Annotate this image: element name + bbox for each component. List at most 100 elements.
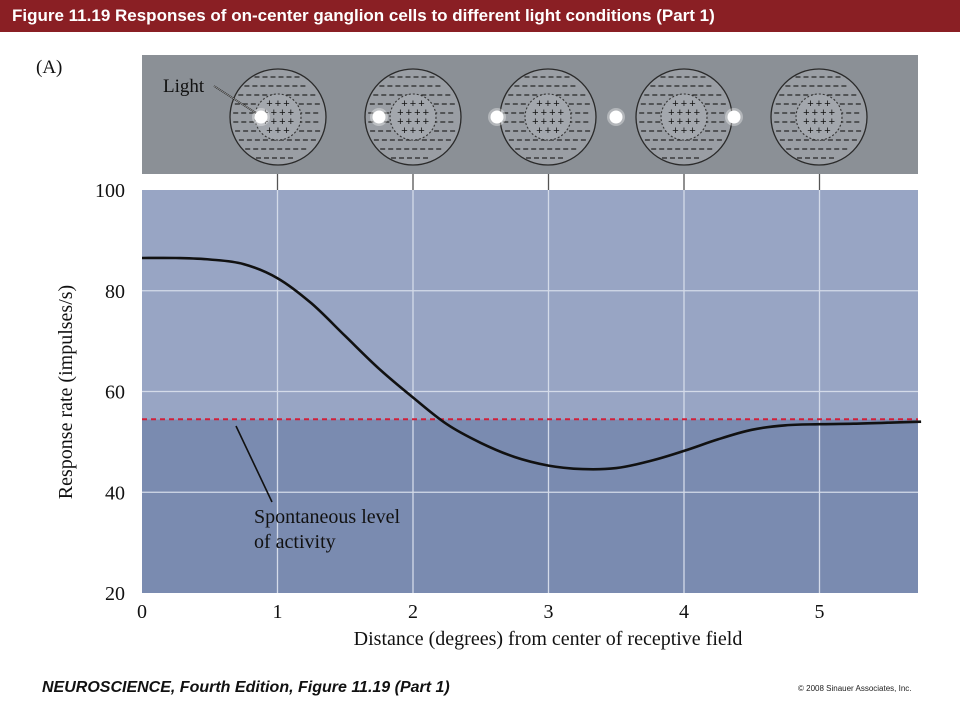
svg-text:+: + xyxy=(288,107,294,119)
svg-text:+: + xyxy=(677,107,683,119)
x-tick-label: 5 xyxy=(815,601,825,623)
svg-text:+: + xyxy=(685,116,691,128)
svg-text:+: + xyxy=(414,116,420,128)
y-tick-label: 100 xyxy=(95,180,125,202)
svg-text:+: + xyxy=(536,98,542,110)
svg-text:+: + xyxy=(672,98,678,110)
light-pointer-line-inner xyxy=(213,85,257,114)
panel-label: (A) xyxy=(36,57,62,78)
light-spot xyxy=(607,108,625,126)
svg-text:+: + xyxy=(397,116,403,128)
svg-text:+: + xyxy=(283,125,289,137)
svg-text:+: + xyxy=(275,125,281,137)
svg-text:+: + xyxy=(549,107,555,119)
receptive-field-cell: ++++++++++++++ xyxy=(770,68,868,166)
svg-text:+: + xyxy=(406,116,412,128)
y-tick-label: 20 xyxy=(105,583,125,605)
svg-text:+: + xyxy=(266,98,272,110)
svg-text:+: + xyxy=(423,116,429,128)
svg-text:+: + xyxy=(266,125,272,137)
svg-text:+: + xyxy=(536,125,542,137)
footer-book-title: NEUROSCIENCE, Fourth Edition, Figure 11.… xyxy=(42,679,450,696)
x-tick-label: 1 xyxy=(273,601,283,623)
svg-text:+: + xyxy=(418,98,424,110)
svg-text:+: + xyxy=(414,107,420,119)
svg-text:+: + xyxy=(262,116,268,128)
x-tick-label: 0 xyxy=(137,601,147,623)
svg-text:+: + xyxy=(553,125,559,137)
y-tick-label: 60 xyxy=(105,382,125,404)
svg-text:+: + xyxy=(541,116,547,128)
svg-text:+: + xyxy=(681,98,687,110)
svg-text:+: + xyxy=(553,98,559,110)
svg-text:+: + xyxy=(406,107,412,119)
svg-text:+: + xyxy=(820,116,826,128)
y-tick-label: 40 xyxy=(105,482,125,504)
svg-text:+: + xyxy=(545,125,551,137)
svg-text:+: + xyxy=(418,125,424,137)
svg-text:+: + xyxy=(275,98,281,110)
plot-region-above-spontaneous xyxy=(142,190,918,420)
svg-text:+: + xyxy=(824,98,830,110)
x-tick-label: 2 xyxy=(408,601,418,623)
receptive-field-cells: + + ++ + ++ + + ++ + ++ + ++ + + ++ + + ++ + ++ + ++ + + ++ + + ++ +… xyxy=(229,68,868,166)
svg-text:+: + xyxy=(271,107,277,119)
svg-text:+: + xyxy=(410,125,416,137)
annotation-line2: of activity xyxy=(254,531,336,553)
svg-text:+: + xyxy=(689,125,695,137)
svg-text:+: + xyxy=(829,116,835,128)
receptive-field-cell: ++++++++++++++ xyxy=(229,68,327,166)
svg-text:+: + xyxy=(410,98,416,110)
svg-text:+: + xyxy=(812,116,818,128)
receptive-field-cell: ++++++++++++++ xyxy=(635,68,733,166)
plot-region-below-spontaneous xyxy=(142,419,918,593)
svg-text:+: + xyxy=(283,98,289,110)
svg-text:+: + xyxy=(689,98,695,110)
svg-text:+: + xyxy=(812,107,818,119)
annotation-pointer-line xyxy=(235,425,273,503)
svg-text:+: + xyxy=(558,116,564,128)
svg-text:+: + xyxy=(545,98,551,110)
svg-text:+: + xyxy=(807,98,813,110)
annotation-line1: Spontaneous level xyxy=(254,506,401,528)
receptive-field-cell: ++++++++++++++ xyxy=(499,68,597,166)
svg-text:+: + xyxy=(677,116,683,128)
svg-text:+: + xyxy=(824,125,830,137)
y-axis-title: Response rate (impulses/s) xyxy=(55,285,77,499)
svg-text:+: + xyxy=(668,116,674,128)
svg-text:+: + xyxy=(694,116,700,128)
svg-text:+: + xyxy=(816,125,822,137)
svg-text:+: + xyxy=(279,116,285,128)
svg-text:+: + xyxy=(541,107,547,119)
x-axis-title: Distance (degrees) from center of recept… xyxy=(354,628,743,650)
svg-text:+: + xyxy=(558,107,564,119)
svg-text:+: + xyxy=(803,116,809,128)
y-tick-label: 80 xyxy=(105,281,125,303)
light-spot xyxy=(725,108,743,126)
light-spot xyxy=(252,108,270,126)
svg-text:+: + xyxy=(803,107,809,119)
svg-text:+: + xyxy=(807,125,813,137)
svg-text:+: + xyxy=(685,107,691,119)
svg-text:+: + xyxy=(549,116,555,128)
svg-text:+: + xyxy=(820,107,826,119)
svg-text:+: + xyxy=(672,125,678,137)
figure: (A) + + ++ + ++ + + ++ + ++ + ++ + + ++ + + ++ + ++ + ++ + + ++ +… xyxy=(36,55,922,650)
svg-text:+: + xyxy=(694,107,700,119)
svg-text:+: + xyxy=(397,107,403,119)
tick-labels: 0 1 2 3 4 5 20 40 60 80 100 xyxy=(95,180,825,623)
x-tick-label: 3 xyxy=(544,601,554,623)
gridlines xyxy=(142,190,918,593)
response-curve xyxy=(141,256,922,471)
stimulus-connectors xyxy=(276,174,821,190)
svg-text:+: + xyxy=(532,116,538,128)
svg-text:+: + xyxy=(668,107,674,119)
svg-text:+: + xyxy=(532,107,538,119)
svg-text:+: + xyxy=(816,98,822,110)
figure-title: Figure 11.19 Responses of on-center gang… xyxy=(12,6,715,25)
svg-text:+: + xyxy=(271,116,277,128)
svg-text:+: + xyxy=(401,125,407,137)
light-label: Light xyxy=(163,76,205,97)
svg-text:+: + xyxy=(288,116,294,128)
x-tick-label: 4 xyxy=(679,601,689,623)
